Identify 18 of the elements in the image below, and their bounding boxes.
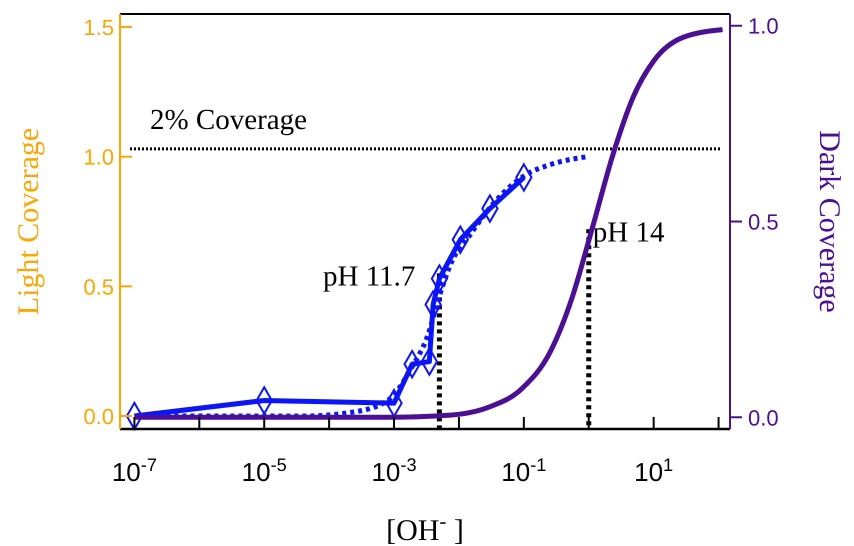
y-tick-label: 1.5 [83,14,114,40]
y-tick-label: 0.5 [83,274,114,300]
y2-axis-title: Dark Coverage [813,130,846,313]
x-tick-label: 10$^{1}$ [634,455,674,487]
x-axis-title: [OH$^{-}$ ] [386,509,464,546]
x-tick-label: 10$^{-5}$ [242,455,287,487]
annotation: pH 11.7 [323,260,416,292]
y-tick-label: 0.0 [83,404,114,430]
y-tick-label: 1.0 [83,144,114,170]
y2-tick-label: 1.0 [748,14,779,39]
annotation: pH 14 [592,216,665,248]
y2-tick-label: 0.5 [748,210,779,234]
y-axis-title: Light Coverage [12,128,45,316]
x-tick-label: 10$^{-3}$ [371,455,417,487]
ref-line-label: 2% Coverage [150,104,308,136]
x-tick-label: 10$^{-1}$ [501,455,546,487]
x-tick-label: 10$^{-7}$ [112,455,157,487]
y2-tick-label: 0.0 [748,405,779,430]
